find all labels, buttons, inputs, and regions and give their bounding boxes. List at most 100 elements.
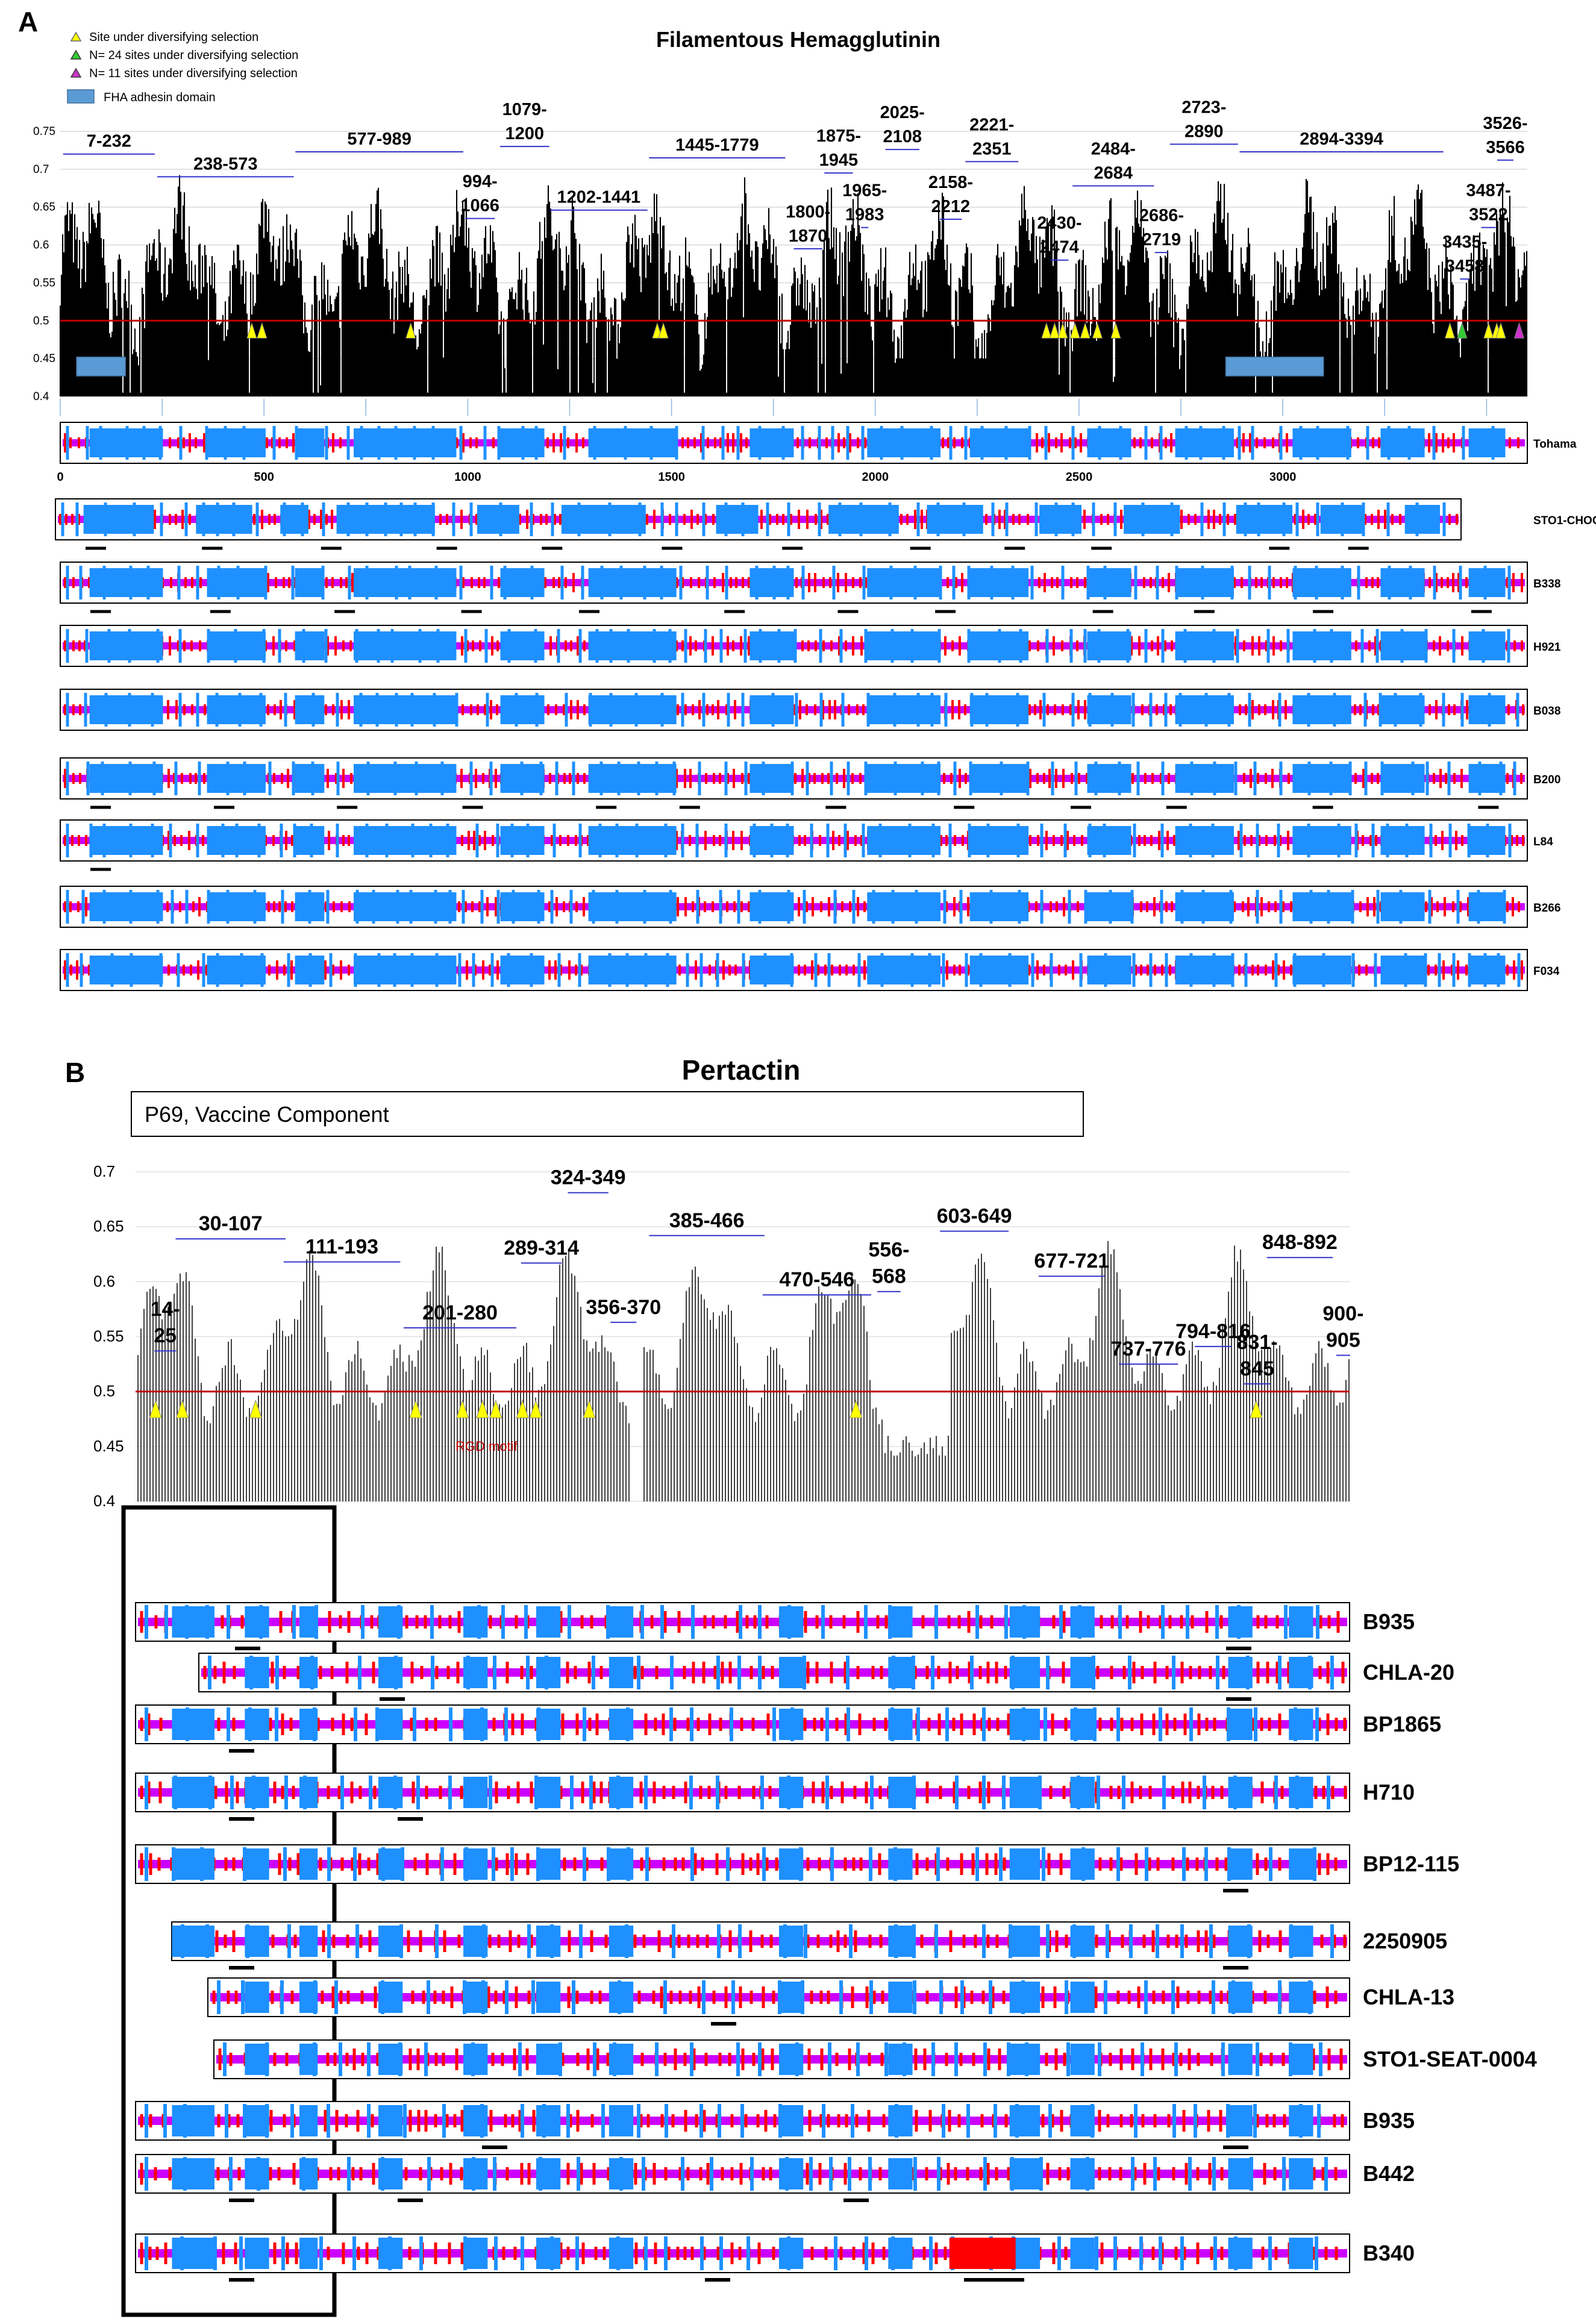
strain-label: 2250905 [1363, 1929, 1447, 1953]
x-tick-label: 2000 [862, 471, 889, 484]
epitope-label: 238-573 [193, 154, 257, 174]
track-blue-block [888, 1848, 913, 1880]
track-blue-block [1228, 2158, 1253, 2189]
track-blue-block [83, 505, 154, 534]
panel-b-subtitle: P69, Vaccine Component [145, 1102, 389, 1127]
track-blue-block [463, 2105, 488, 2136]
track-blue-block [1175, 568, 1234, 597]
track-blue-block [354, 695, 457, 724]
strain-label: STO1-SEAT-0004 [1363, 2047, 1537, 2071]
track-blue-block [778, 1926, 804, 1957]
track-blue-bars [208, 1656, 1334, 1689]
y-tick-label: 0.6 [93, 1272, 115, 1290]
epitope-label: 2108 [883, 127, 922, 146]
track-blue-block [888, 2105, 913, 2136]
track-blue-block [463, 1777, 488, 1808]
strain-label: F034 [1533, 965, 1560, 978]
panel-a-title: Filamentous Hemagglutinin [656, 27, 940, 52]
strain-track [60, 949, 1528, 991]
track-blue-block [536, 1848, 561, 1880]
selection-site-marker [1457, 322, 1468, 339]
track-blue-bars [223, 2042, 1322, 2076]
epitope-label: 2686- [1139, 206, 1184, 225]
track-blue-block [536, 2238, 561, 2269]
track-blue-block [778, 2105, 804, 2136]
track-blue-block [867, 892, 940, 921]
track-blue-block [1009, 1777, 1041, 1808]
epitope-label: 2212 [931, 197, 971, 216]
epitope-label: 1445-1779 [675, 136, 759, 155]
track-blue-block [172, 2158, 214, 2189]
track-blue-bars [66, 566, 1511, 599]
strain-label: B340 [1363, 2241, 1415, 2265]
epitope-label: 900- [1322, 1302, 1363, 1325]
track-blue-block [1009, 1657, 1041, 1688]
track-blue-block [609, 1709, 634, 1740]
track-blue-block [378, 1709, 403, 1740]
track-blue-block [969, 428, 1029, 457]
epitope-label: 1983 [845, 205, 884, 225]
track-blue-block [89, 956, 163, 984]
selection-site-marker [246, 322, 257, 339]
selection-site-marker [1057, 322, 1068, 339]
track-blue-bars [145, 1605, 1319, 1639]
track-blue-block [245, 2105, 269, 2136]
track-blue-block [1087, 568, 1131, 597]
strain-track [55, 498, 1462, 550]
epitope-label: 470-546 [779, 1268, 854, 1291]
selection-site-marker [1495, 322, 1506, 339]
strain-track [213, 2039, 1350, 2079]
epitope-label: 30-107 [199, 1212, 263, 1235]
track-blue-block [378, 2105, 403, 2136]
track-blue-block [1070, 2238, 1095, 2269]
track-blue-block [536, 1657, 561, 1688]
epitope-label: 2025- [880, 103, 925, 122]
track-blue-block [609, 1926, 634, 1957]
track-blue-block [172, 2105, 214, 2136]
track-blue-bars [145, 2157, 1328, 2191]
track-blue-block [1009, 2105, 1041, 2136]
track-blue-block [1404, 505, 1441, 534]
strain-track [60, 689, 1528, 731]
epitope-label: 3526- [1483, 114, 1527, 133]
track-backbone [201, 1668, 1347, 1677]
y-tick-label: 0.5 [93, 1382, 115, 1400]
track-blue-block [1087, 764, 1131, 793]
track-blue-block [463, 2158, 488, 2189]
strain-track [171, 1921, 1350, 1970]
track-blue-block [245, 2044, 269, 2075]
track-blue-block [477, 505, 519, 534]
track-blue-block [463, 1709, 488, 1740]
track-blue-block [1228, 1777, 1253, 1808]
selection-site-marker [455, 1399, 469, 1418]
strain-label: B442 [1363, 2161, 1415, 2186]
track-blue-block [1175, 764, 1234, 793]
track-blue-bars [145, 2104, 1321, 2138]
y-tick-label: 0.45 [93, 1437, 124, 1455]
pertactin-strain-tracks: B935 CHLA-20 BP1865 H710 BP12-115 2250905 CHLA… [135, 1602, 1537, 2282]
track-blue-block [1380, 956, 1425, 984]
epitope-label: 25 [154, 1324, 177, 1347]
strain-track [135, 2154, 1350, 2202]
track-blue-block [1070, 2158, 1095, 2189]
track-blue-block [1087, 956, 1131, 984]
track-blue-block [867, 631, 940, 660]
strain-label: CHLA-20 [1363, 1660, 1454, 1685]
selection-site-marker [1069, 322, 1080, 339]
track-blue-block [89, 695, 163, 724]
track-blue-block [778, 1982, 804, 2013]
selection-site-marker [1250, 1399, 1263, 1418]
selection-site-marker [405, 322, 416, 339]
strain-label: B935 [1363, 1609, 1415, 1634]
track-blue-block [536, 1926, 561, 1957]
track-blue-block [354, 631, 457, 660]
track-blue-block [172, 1777, 214, 1808]
track-backbone [138, 1618, 1347, 1626]
track-blue-block [1468, 428, 1506, 457]
track-blue-block [1228, 2238, 1253, 2269]
subtitle-box [131, 1091, 1084, 1137]
strain-label: B038 [1533, 705, 1560, 718]
track-blue-block [89, 568, 163, 597]
track-blue-block [536, 2044, 561, 2075]
